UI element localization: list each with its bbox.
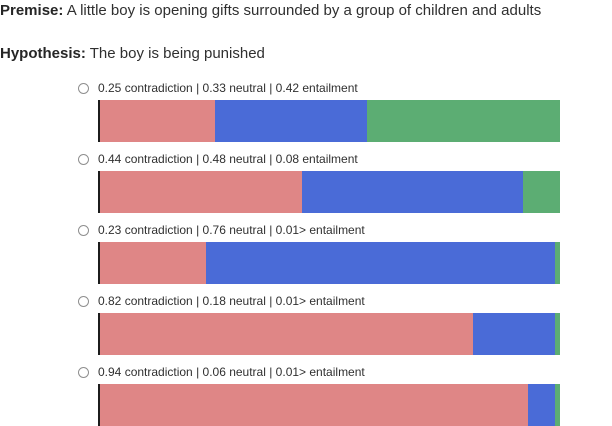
neutral-segment [215, 100, 367, 142]
option-head: 0.82 contradiction | 0.18 neutral | 0.01… [78, 294, 612, 308]
entailment-segment [555, 384, 560, 426]
contradiction-segment [100, 384, 529, 426]
probability-bar [98, 100, 560, 142]
probability-bar [98, 242, 560, 284]
premise-text: A little boy is opening gifts surrounded… [66, 2, 542, 19]
entailment-segment [555, 242, 560, 284]
option-head: 0.23 contradiction | 0.76 neutral | 0.01… [78, 223, 612, 237]
neutral-segment [473, 313, 556, 355]
neutral-segment [205, 242, 556, 284]
hypothesis-line: Hypothesis: The boy is being punished [0, 44, 612, 64]
contradiction-segment [100, 171, 303, 213]
option-radio[interactable] [78, 82, 89, 94]
option-head: 0.44 contradiction | 0.48 neutral | 0.08… [78, 152, 612, 166]
option-label: 0.82 contradiction | 0.18 neutral | 0.01… [98, 294, 365, 308]
hypothesis-label: Hypothesis: [0, 45, 86, 62]
option-radio[interactable] [78, 295, 89, 307]
contradiction-segment [100, 242, 206, 284]
option-row: 0.23 contradiction | 0.76 neutral | 0.01… [0, 223, 612, 294]
premise-line: Premise: A little boy is opening gifts s… [0, 1, 612, 21]
probability-bar [98, 171, 560, 213]
entailment-segment [523, 171, 560, 213]
probability-bar [98, 313, 560, 355]
option-row: 0.25 contradiction | 0.33 neutral | 0.42… [0, 81, 612, 152]
neutral-segment [528, 384, 556, 426]
premise-label: Premise: [0, 2, 64, 19]
entailment-segment [366, 100, 560, 142]
option-label: 0.44 contradiction | 0.48 neutral | 0.08… [98, 152, 358, 166]
option-row: 0.44 contradiction | 0.48 neutral | 0.08… [0, 152, 612, 223]
contradiction-segment [100, 100, 215, 142]
option-label: 0.23 contradiction | 0.76 neutral | 0.01… [98, 223, 365, 237]
neutral-segment [302, 171, 524, 213]
option-radio[interactable] [78, 224, 89, 236]
option-head: 0.25 contradiction | 0.33 neutral | 0.42… [78, 81, 612, 95]
option-radio[interactable] [78, 153, 89, 165]
entailment-segment [555, 313, 560, 355]
option-row: 0.94 contradiction | 0.06 neutral | 0.01… [0, 365, 612, 426]
contradiction-segment [100, 313, 474, 355]
option-radio[interactable] [78, 366, 89, 378]
option-head: 0.94 contradiction | 0.06 neutral | 0.01… [78, 365, 612, 379]
option-row: 0.82 contradiction | 0.18 neutral | 0.01… [0, 294, 612, 365]
hypothesis-text: The boy is being punished [89, 45, 265, 62]
probability-bar [98, 384, 560, 426]
option-list: 0.25 contradiction | 0.33 neutral | 0.42… [0, 81, 612, 426]
option-label: 0.25 contradiction | 0.33 neutral | 0.42… [98, 81, 358, 95]
option-label: 0.94 contradiction | 0.06 neutral | 0.01… [98, 365, 365, 379]
